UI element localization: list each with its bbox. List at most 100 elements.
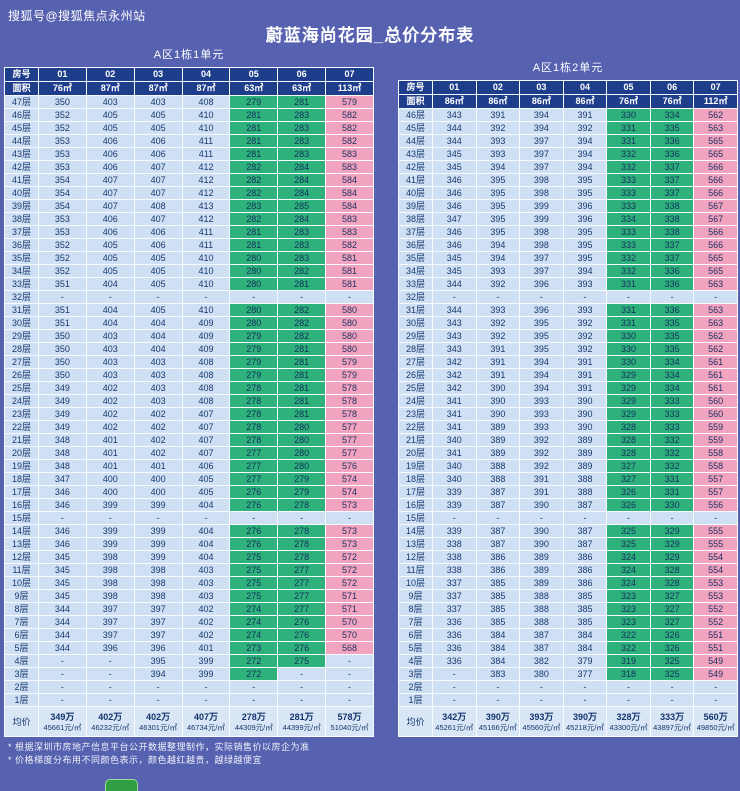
floor-label: 29层 [4,329,39,343]
floor-label: 39层 [398,199,433,213]
price-cell: 353 [38,212,87,226]
floor-label: 35层 [398,251,433,265]
floor-row: 24层 341 390 393 390 329 333 560 [398,394,738,408]
price-cell: 399 [181,654,231,668]
price-cell: 384 [475,641,521,655]
price-cell: 325 [606,524,651,538]
price-cell: 385 [562,589,608,603]
price-cell: 344 [38,628,87,642]
price-cell: 346 [38,485,87,499]
room-number: 05 [606,80,651,95]
price-cell: 584 [325,186,374,200]
price-cell: 276 [277,641,327,655]
price-cell: 406 [85,147,135,161]
price-cell: 402 [133,407,183,421]
price-cell: 276 [277,615,327,629]
price-cell: 399 [85,524,135,538]
price-cell: - [181,290,231,304]
price-cell: 558 [693,459,738,473]
floor-row: 23层 341 390 393 390 329 333 560 [398,407,738,421]
price-cell: 578 [325,394,374,408]
price-cell: 337 [432,589,477,603]
price-cell: 341 [432,394,477,408]
price-cell: 393 [519,394,564,408]
floor-label: 38层 [398,212,433,226]
price-cell: 353 [38,147,87,161]
price-cell: - [562,693,608,707]
price-cell: 341 [432,407,477,421]
price-cell: 336 [649,147,695,161]
price-cell: 578 [325,407,374,421]
price-cell: 327 [649,589,695,603]
price-cell: 278 [277,498,327,512]
price-cell: 403 [181,589,231,603]
floor-label: 9层 [398,589,433,603]
floor-label: 35层 [4,251,39,265]
price-cell: 279 [229,95,279,109]
price-cell: - [432,667,477,681]
price-cell: 278 [229,381,279,395]
price-cell: 344 [38,641,87,655]
price-cell: - [562,290,608,304]
price-cell: 280 [229,277,279,291]
price-cell: 385 [475,589,521,603]
price-cell: 326 [649,641,695,655]
floor-label: 10层 [4,576,39,590]
price-cell: 380 [519,667,564,681]
price-cell: 405 [85,108,135,122]
average-cell: 578万 51040元/㎡ [325,706,374,737]
floor-label: 39层 [4,199,39,213]
price-cell: 411 [181,134,231,148]
price-cell: 581 [325,277,374,291]
floor-row: 26层 350 403 403 408 279 281 579 [4,368,374,382]
price-cell: 346 [432,238,477,252]
area-value: 86㎡ [562,94,608,109]
price-cell: - [693,680,738,694]
price-cell: 401 [181,641,231,655]
price-cell: 394 [475,160,521,174]
price-cell: 390 [475,381,521,395]
price-cell: 398 [519,173,564,187]
price-cell: 385 [475,615,521,629]
price-cell: 405 [133,303,183,317]
floor-label: 42层 [398,160,433,174]
floor-label: 44层 [4,134,39,148]
average-unit-price: 45261元/㎡ [435,722,474,732]
price-cell: 392 [562,342,608,356]
floor-row: 15层 - - - - - - - [4,511,374,525]
price-cell: 562 [693,342,738,356]
price-cell: 345 [432,160,477,174]
price-cell: 327 [606,472,651,486]
price-cell: 570 [325,615,374,629]
price-cell: 336 [649,264,695,278]
price-cell: 386 [475,563,521,577]
floor-label: 28层 [398,342,433,356]
price-cell: 330 [606,329,651,343]
price-cell: 282 [229,173,279,187]
price-cell: 406 [85,212,135,226]
price-cell: 406 [85,160,135,174]
price-cell: 406 [133,134,183,148]
average-price: 402万 [98,711,123,722]
price-cell: 280 [229,251,279,265]
price-cell: 331 [606,303,651,317]
price-cell: 407 [85,199,135,213]
price-cell: 577 [325,446,374,460]
price-cell: 556 [693,498,738,512]
price-cell: 407 [133,212,183,226]
average-cell: 333万 43897元/㎡ [649,706,695,737]
price-cell: 410 [181,251,231,265]
floor-row: 7层 336 385 388 385 323 327 552 [398,615,738,629]
price-cell: - [475,680,521,694]
price-cell: 328 [606,420,651,434]
price-cell: 389 [562,446,608,460]
price-cell: 342 [432,355,477,369]
price-cell: 394 [562,160,608,174]
price-cell: 578 [325,381,374,395]
price-cell: 280 [229,264,279,278]
price-cell: 408 [133,199,183,213]
price-cell: 393 [519,407,564,421]
price-cell: 340 [432,459,477,473]
price-cell: 407 [181,407,231,421]
price-cell: 333 [649,407,695,421]
